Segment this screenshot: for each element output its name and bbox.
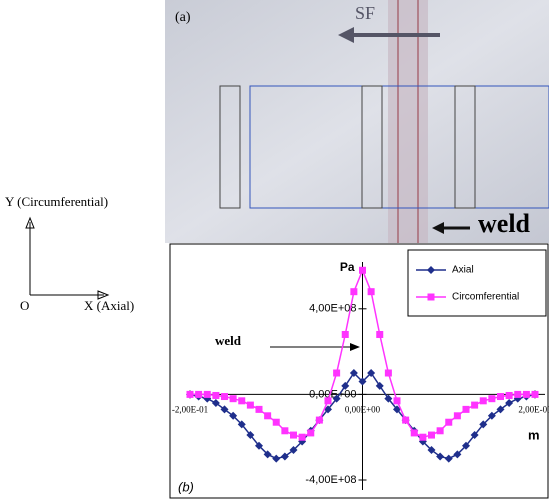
data-point bbox=[368, 288, 375, 295]
data-point bbox=[428, 432, 435, 439]
photo: (a) SF weld bbox=[165, 0, 549, 243]
data-point bbox=[212, 392, 219, 399]
panel-label: (a) bbox=[175, 10, 191, 25]
data-point bbox=[506, 392, 513, 399]
x-tick-label: -2,00E-01 bbox=[172, 404, 208, 414]
data-point bbox=[273, 419, 280, 426]
data-point bbox=[264, 412, 271, 419]
y-tick-label: -4,00E+08 bbox=[305, 474, 356, 486]
data-point bbox=[437, 427, 444, 434]
data-point bbox=[454, 412, 461, 419]
data-point bbox=[290, 432, 297, 439]
data-point bbox=[230, 395, 237, 402]
data-point bbox=[419, 434, 426, 441]
y-axis-title: Pa bbox=[340, 260, 355, 274]
data-point bbox=[281, 427, 288, 434]
data-point bbox=[195, 391, 202, 398]
x-axis-title: m bbox=[528, 427, 540, 442]
y-tick-label: 0,00E+00 bbox=[309, 388, 356, 400]
legend-marker bbox=[428, 294, 435, 301]
data-point bbox=[376, 331, 383, 338]
data-point bbox=[247, 402, 254, 409]
x-axis-label: X (Axial) bbox=[84, 298, 134, 313]
figure: (a) SF weld Y (Circumferential) O X (Axi… bbox=[0, 0, 549, 499]
x-tick-label: 0,00E+00 bbox=[345, 404, 381, 414]
data-point bbox=[497, 393, 504, 400]
data-point bbox=[238, 397, 245, 404]
data-point bbox=[187, 391, 194, 398]
data-point bbox=[385, 370, 392, 377]
data-point bbox=[316, 417, 323, 424]
data-point bbox=[523, 391, 530, 398]
data-point bbox=[480, 397, 487, 404]
data-point bbox=[307, 429, 314, 436]
page: {"figure":{"panel_a_label":"(a)","sf":"S… bbox=[0, 0, 549, 499]
data-point bbox=[445, 419, 452, 426]
data-point bbox=[342, 331, 349, 338]
data-point bbox=[221, 393, 228, 400]
weld-label: weld bbox=[478, 209, 531, 238]
data-point bbox=[350, 288, 357, 295]
legend-label: Axial bbox=[452, 265, 474, 276]
y-axis-label: Y (Circumferential) bbox=[5, 194, 108, 209]
axes-diagram: Y (Circumferential) O X (Axial) bbox=[5, 194, 134, 313]
x-tick-label: 2,00E-01 bbox=[518, 404, 549, 414]
legend-label: Circomferential bbox=[452, 292, 519, 303]
data-point bbox=[333, 370, 340, 377]
data-point bbox=[463, 406, 470, 413]
data-point bbox=[402, 417, 409, 424]
data-point bbox=[325, 397, 332, 404]
data-point bbox=[359, 267, 366, 274]
data-point bbox=[471, 402, 478, 409]
data-point bbox=[394, 397, 401, 404]
data-point bbox=[411, 429, 418, 436]
sf-label: SF bbox=[355, 3, 375, 23]
data-point bbox=[299, 434, 306, 441]
data-point bbox=[204, 391, 211, 398]
data-point bbox=[532, 391, 539, 398]
data-point bbox=[256, 406, 263, 413]
legend bbox=[408, 250, 546, 316]
data-point bbox=[488, 395, 495, 402]
panel-label: (b) bbox=[178, 479, 194, 494]
data-point bbox=[514, 391, 521, 398]
origin-label: O bbox=[20, 298, 29, 313]
annotation: weld bbox=[215, 333, 242, 348]
